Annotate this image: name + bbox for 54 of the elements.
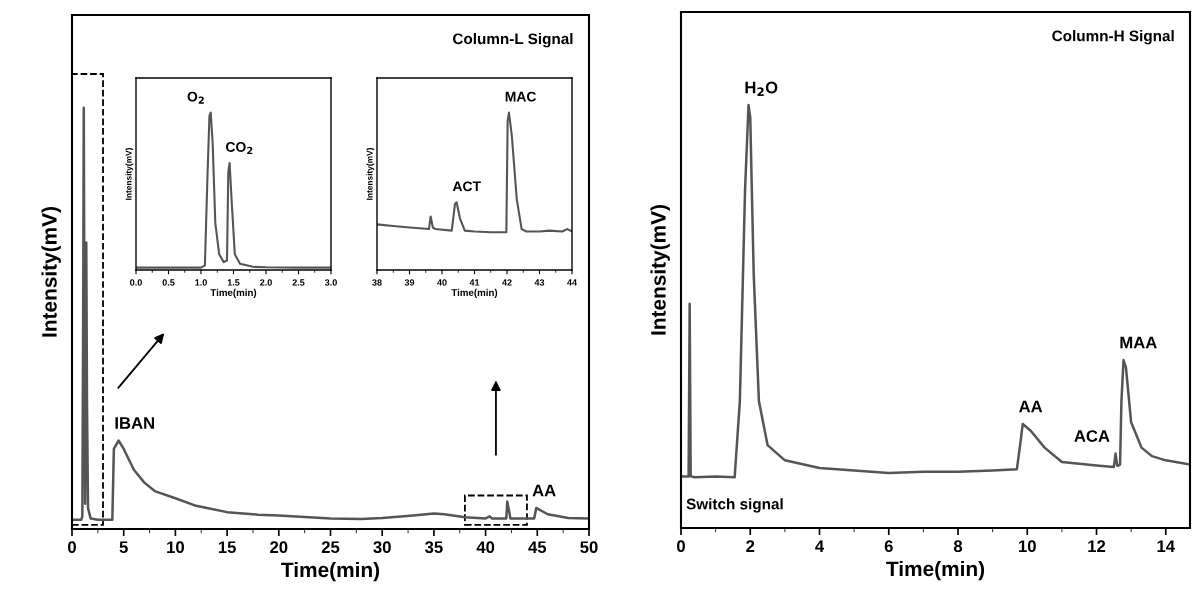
annotation: MAA [1120, 336, 1157, 349]
x-tick-label: 25 [321, 541, 340, 554]
y-axis-title: Intensity(mV) [41, 207, 61, 337]
annotation: IBAN [115, 417, 154, 429]
x-tick-label: 40 [437, 279, 447, 286]
x-tick-label: 2.0 [260, 279, 272, 286]
x-tick-label: 1.0 [195, 279, 207, 286]
y-axis-title: Intensity(mV) [650, 205, 670, 335]
x-tick-label: 8 [953, 540, 963, 553]
annotation: AA [1019, 400, 1043, 413]
x-tick-label: 10 [1019, 540, 1036, 553]
x-tick-label: 0.5 [162, 279, 175, 286]
x-tick-label: 2 [746, 540, 755, 552]
annotation: O$_{2}$ [187, 91, 204, 104]
annotation: CO$_{2}$ [226, 142, 253, 155]
x-axis-title: Time(min) [281, 561, 380, 582]
x-tick-label: 0.0 [130, 279, 142, 286]
x-tick-label: 39 [404, 279, 415, 286]
x-axis-title: Time(min) [451, 288, 498, 298]
x-tick-label: 30 [373, 541, 391, 554]
annotation: ACA [1074, 430, 1110, 442]
x-tick-label: 40 [476, 541, 495, 554]
x-tick-label: 0 [677, 540, 685, 553]
x-tick-label: 2.5 [292, 279, 305, 286]
y-axis-title: Intensity(mV) [366, 148, 375, 200]
text: Column-H Signal [1052, 30, 1174, 45]
x-tick-label: 4 [815, 540, 825, 552]
x-tick-label: 5 [119, 541, 128, 554]
annotation: ACT [452, 181, 481, 192]
annotation: Switch signal [686, 498, 783, 513]
x-tick-label: 45 [528, 541, 547, 554]
x-tick-label: 12 [1088, 540, 1106, 552]
x-tick-label: 15 [218, 541, 236, 554]
x-axis-title: Time(min) [210, 288, 257, 298]
x-tick-label: 43 [534, 279, 545, 286]
x-tick-label: 14 [1157, 540, 1175, 552]
x-tick-label: 38 [372, 279, 382, 286]
annotation: AA [532, 484, 556, 497]
annotation: MAC [505, 91, 537, 102]
x-tick-label: 20 [270, 541, 288, 554]
annotation: H$_{2}$O [745, 81, 778, 96]
x-tick-label: 44 [567, 279, 577, 286]
x-tick-label: 35 [425, 541, 443, 554]
x-tick-label: 1.5 [227, 279, 240, 286]
x-tick-label: 42 [502, 279, 512, 286]
x-tick-label: 3.0 [324, 279, 337, 286]
x-tick-label: 50 [580, 541, 598, 554]
y-axis-title: Intensity(mV) [125, 148, 134, 200]
x-tick-label: 6 [884, 540, 893, 553]
text: Column-L Signal [453, 32, 573, 48]
x-tick-label: 0 [68, 541, 76, 554]
x-axis-title: Time(min) [886, 560, 985, 581]
x-tick-label: 41 [469, 279, 480, 286]
x-tick-label: 10 [167, 541, 184, 554]
